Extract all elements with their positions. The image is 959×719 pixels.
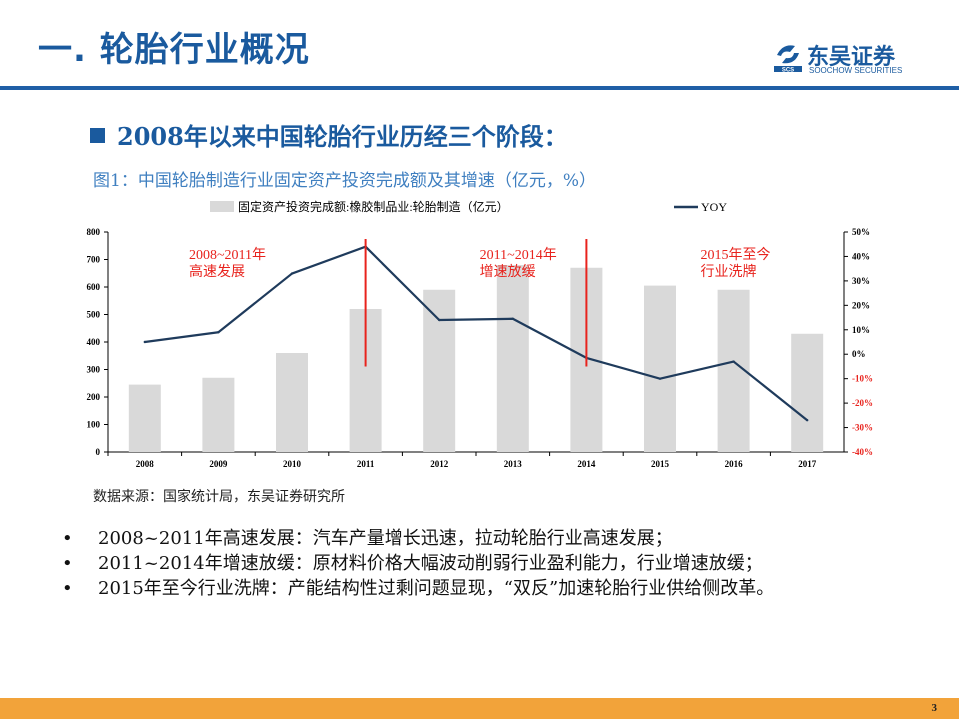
bullet-item: • 2015年至今行业洗牌：产能结构性过剩问题显现，“双反”加速轮胎行业供给侧改革… [62, 576, 774, 601]
left-tick-label: 700 [87, 255, 101, 265]
yoy-point-2012 [438, 318, 441, 322]
x-tick-label: 2013 [504, 459, 523, 469]
left-tick-label: 500 [87, 310, 101, 320]
logo-english: SOOCHOW SECURITIES [809, 66, 903, 75]
bar-2013 [496, 265, 529, 452]
x-tick-label: 2014 [577, 459, 596, 469]
x-tick-label: 2009 [209, 459, 228, 469]
bar-2012 [423, 289, 456, 452]
right-tick-label: 40% [852, 251, 870, 261]
left-tick-label: 300 [87, 365, 101, 375]
bar-2010 [276, 353, 308, 452]
legend-bar-swatch [210, 201, 234, 212]
square-bullet-icon [90, 128, 105, 143]
legend-line-label: YOY [701, 200, 727, 214]
bullet-marker: • [62, 528, 73, 549]
section-heading: 2008年以来中国轮胎行业历经三个阶段： [90, 117, 568, 152]
bullet-marker: • [62, 578, 73, 599]
x-tick-label: 2010 [283, 459, 302, 469]
bullet-list: • 2008~2011年高速发展：汽车产量增长迅速，拉动轮胎行业高速发展； • 20… [62, 526, 774, 601]
soochow-logo-icon: SCS [774, 45, 802, 74]
x-tick-label: 2008 [136, 459, 155, 469]
phase-annotation-1: 高速发展 [189, 263, 245, 280]
phase-annotation-3: 行业洗牌 [700, 263, 756, 280]
bullet-marker: • [62, 553, 73, 574]
right-tick-label: -40% [852, 447, 873, 457]
yoy-point-2017 [806, 419, 809, 422]
bullet-item: • 2008~2011年高速发展：汽车产量增长迅速，拉动轮胎行业高速发展； [62, 526, 774, 551]
bullet-text: 2011~2014年增速放缓：原材料价格大幅波动削弱行业盈利能力，行业增速放缓； [98, 553, 763, 574]
yoy-line [144, 245, 808, 422]
left-tick-label: 100 [87, 420, 101, 430]
left-tick-label: 200 [87, 392, 101, 402]
logo-name: 东吴证券 [807, 45, 896, 70]
right-tick-label: -10% [852, 374, 873, 384]
yoy-point-2010 [290, 272, 294, 275]
investment-chart: 固定资产投资完成额:橡胶制品业:轮胎制造（亿元） YOY 0 100 200 300 400… [87, 199, 874, 469]
bullet-text: 2008~2011年高速发展：汽车产量增长迅速，拉动轮胎行业高速发展； [98, 528, 673, 549]
yoy-point-2009 [217, 331, 220, 334]
x-tick-label: 2011 [357, 459, 375, 469]
legend-bar-label: 固定资产投资完成额:橡胶制品业:轮胎制造（亿元） [238, 199, 509, 214]
footer-bar [0, 698, 959, 719]
left-tick-label: 400 [87, 337, 101, 347]
left-tick-label: 600 [87, 282, 101, 292]
right-tick-label: -30% [852, 423, 873, 433]
bar-2015 [644, 285, 676, 452]
logo-mark-text: SCS [782, 68, 794, 74]
right-tick-label: -20% [852, 398, 873, 408]
bullet-item: • 2011~2014年增速放缓：原材料价格大幅波动削弱行业盈利能力，行业增速放缓… [62, 551, 774, 576]
yoy-point-2015 [658, 377, 662, 380]
company-logo: SCS 东吴证券 SOOCHOW SECURITIES [773, 41, 923, 77]
yoy-point-2008 [143, 340, 146, 344]
bar-2009 [202, 377, 235, 452]
left-tick-label: 800 [87, 227, 101, 237]
page-number: 3 [931, 702, 938, 714]
x-tick-label: 2015 [651, 459, 670, 469]
header-divider [0, 86, 959, 90]
right-tick-label: 10% [852, 325, 870, 335]
right-tick-label: 50% [852, 227, 870, 237]
bullet-text: 2015年至今行业洗牌：产能结构性过剩问题显现，“双反”加速轮胎行业供给侧改革。 [98, 578, 775, 599]
right-tick-label: 20% [852, 300, 870, 310]
x-tick-label: 2016 [725, 459, 744, 469]
data-source: 数据来源：国家统计局，东吴证券研究所 [93, 489, 345, 505]
section-heading-text: 2008年以来中国轮胎行业历经三个阶段： [117, 122, 568, 151]
x-tick-label: 2017 [798, 459, 817, 469]
yoy-point-2016 [732, 360, 735, 363]
yoy-point-2013 [511, 317, 514, 320]
bar-2017 [791, 333, 824, 452]
phase-annotation-1: 2008~2011年 [189, 247, 266, 263]
slide-title: 一. 轮胎行业概况 [38, 30, 310, 70]
phase-annotation-3: 2015年至今 [700, 247, 770, 263]
bar-2008 [128, 384, 161, 452]
left-tick-label: 0 [96, 447, 101, 457]
phase-annotation-2: 增速放缓 [480, 264, 536, 280]
phase-annotation-2: 2011~2014年 [480, 247, 557, 263]
right-tick-label: 30% [852, 276, 870, 286]
x-tick-label: 2012 [430, 459, 449, 469]
figure-title: 图1：中国轮胎制造行业固定资产投资完成额及其增速（亿元，%） [93, 171, 596, 191]
right-tick-label: 0% [852, 349, 866, 359]
